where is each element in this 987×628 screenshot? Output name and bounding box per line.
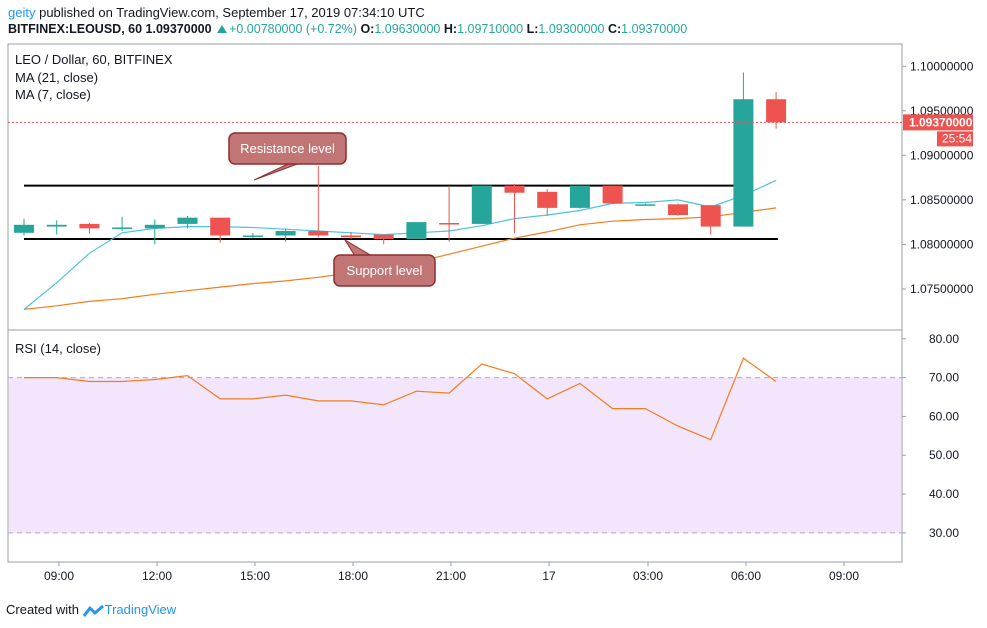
rsi-tick-label: 70.00 (929, 371, 959, 385)
tradingview-logo-icon (82, 604, 104, 617)
price-tick-label: 1.07500000 (910, 282, 974, 296)
low-label: L: (526, 22, 539, 36)
resistance-callout-pointer (253, 162, 301, 181)
chart-title: LEO / Dollar, 60, BITFINEX (15, 52, 173, 67)
candle-up (471, 185, 492, 224)
last-price-label: 1.09370000 (909, 115, 973, 129)
support-callout-text: Support level (347, 263, 423, 278)
time-tick-label: 09:00 (44, 569, 74, 583)
rsi-tick-label: 40.00 (929, 487, 959, 501)
high-value: 1.09710000 (457, 22, 524, 36)
candle-down (439, 223, 460, 225)
countdown-tag (937, 131, 973, 147)
close-value: 1.09370000 (621, 22, 688, 36)
candle-up (144, 224, 165, 229)
time-tick-label: 12:00 (142, 569, 172, 583)
rsi-tick-label: 30.00 (929, 526, 959, 540)
time-tick-label: 15:00 (240, 569, 270, 583)
countdown-label: 25:54 (942, 131, 972, 145)
low-value: 1.09300000 (538, 22, 605, 36)
candle-up (275, 231, 296, 236)
rsi-line (24, 357, 777, 441)
author-link[interactable]: geity (8, 5, 36, 20)
price-tick-label: 1.09500000 (910, 104, 974, 118)
last-price-tag (903, 114, 973, 131)
candle-down (341, 235, 361, 238)
publish-text: published on TradingView.com, September … (39, 5, 425, 20)
support-callout-pointer (344, 239, 374, 257)
high-label: H: (443, 22, 458, 36)
time-tick-label: 09:00 (829, 569, 859, 583)
candle-down (668, 204, 688, 215)
candle-down (373, 234, 394, 240)
close-label: C: (607, 22, 622, 36)
candle-up (733, 99, 754, 227)
rsi-tick-label: 60.00 (929, 409, 959, 423)
candle-up (569, 185, 590, 208)
ma21-legend: MA (21, close) (15, 70, 98, 85)
candle-up (242, 235, 263, 237)
time-tick-label: 18:00 (338, 569, 368, 583)
rsi-legend: RSI (14, close) (15, 341, 101, 356)
candle-down (537, 191, 558, 208)
candle-down (210, 217, 231, 236)
footer: Created with TradingView (6, 602, 176, 618)
candle-down (700, 205, 721, 227)
candle-up (177, 217, 198, 224)
publish-info: geity published on TradingView.com, Sept… (8, 5, 425, 20)
candle-down (79, 223, 100, 229)
ma7-line (23, 179, 777, 310)
last-price: 1.09370000 (145, 22, 212, 36)
price-tick-label: 1.09000000 (910, 148, 974, 162)
rsi-tick-label: 80.00 (929, 332, 959, 346)
tradingview-link[interactable]: TradingView (104, 602, 177, 617)
price-tick-label: 1.10000000 (910, 59, 974, 73)
rsi-band (9, 377, 901, 533)
candle-up (406, 222, 427, 240)
chart-frame (7, 43, 903, 563)
rsi-tick-label: 50.00 (929, 448, 959, 462)
time-tick-label: 03:00 (633, 569, 663, 583)
candle-up (112, 227, 133, 229)
resistance-callout (228, 132, 347, 165)
price-tick-label: 1.08500000 (910, 193, 974, 207)
ma7-legend: MA (7, close) (15, 87, 91, 102)
candle-up (635, 204, 656, 206)
candle-down (308, 231, 329, 236)
time-tick-label: 17 (542, 569, 556, 583)
candle-up (46, 224, 67, 227)
symbol-info: BITFINEX:LEOUSD, 60 1.09370000 +0.007800… (8, 22, 687, 36)
candle-up (14, 224, 34, 233)
created-with-text: Created with (6, 602, 79, 617)
up-arrow-icon (217, 25, 228, 33)
resistance-callout-text: Resistance level (240, 141, 335, 156)
candle-down (766, 99, 787, 123)
candle-down (602, 185, 623, 204)
price-tick-label: 1.08000000 (910, 237, 974, 251)
time-tick-label: 06:00 (731, 569, 761, 583)
time-tick-label: 21:00 (436, 569, 466, 583)
open-value: 1.09630000 (374, 22, 441, 36)
candle-down (504, 185, 525, 193)
support-callout (333, 254, 436, 287)
symbol-label: BITFINEX:LEOUSD, 60 (8, 22, 143, 36)
open-label: O: (360, 22, 375, 36)
price-change: +0.00780000 (+0.72%) (229, 22, 357, 36)
